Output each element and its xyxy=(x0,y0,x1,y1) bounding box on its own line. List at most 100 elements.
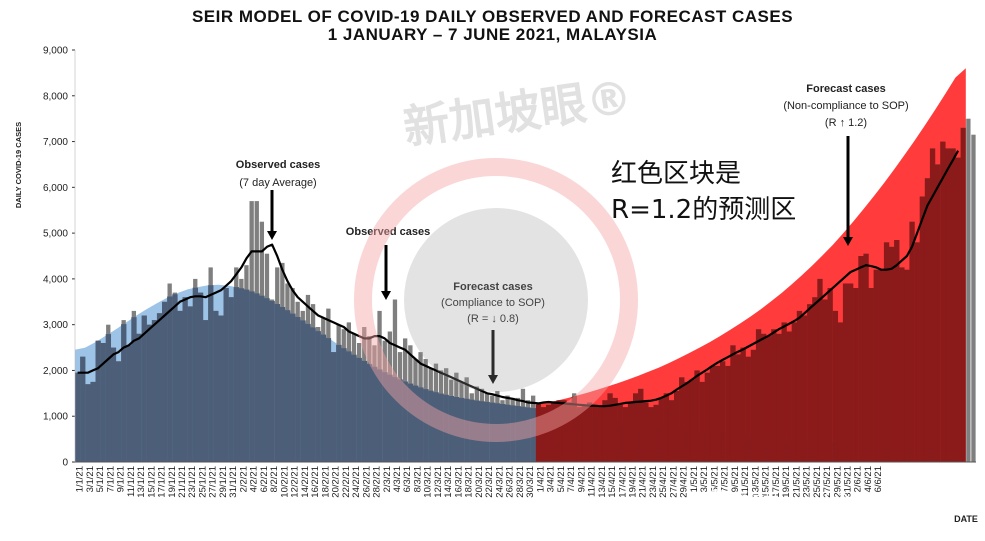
overlap-segment xyxy=(428,390,434,462)
x-tick-label: 11/1/21 xyxy=(126,466,137,497)
overlap-segment xyxy=(341,348,347,462)
overlap-segment-red xyxy=(546,404,552,462)
overlap-segment xyxy=(85,384,91,462)
overlap-segment xyxy=(167,296,173,462)
overlap-segment xyxy=(489,402,496,462)
overlap-segment xyxy=(243,289,250,462)
x-tick-label: 29/5/21 xyxy=(832,466,843,498)
overlap-segment xyxy=(377,369,383,462)
x-tick-label: 31/5/21 xyxy=(843,466,854,498)
overlap-segment xyxy=(233,287,240,462)
average-line xyxy=(77,150,960,408)
overlap-segment xyxy=(172,294,178,462)
x-tick-label: 5/1/21 xyxy=(95,466,106,492)
overlap-segment xyxy=(494,403,501,462)
overlap-segment-red xyxy=(945,148,951,462)
chart-title-line2: 1 JANUARY – 7 JUNE 2021, MALAYSIA xyxy=(327,25,658,44)
y-tick-label: 3,000 xyxy=(43,320,68,331)
x-tick-label: 8/2/21 xyxy=(269,466,280,492)
wechat-watermark: 微信号: kanxinjiapo xyxy=(734,491,875,509)
overlap-segment xyxy=(192,287,199,462)
overlap-segment-red xyxy=(812,297,818,462)
x-tick-label: 9/5/21 xyxy=(730,466,741,492)
overlap-segment-red xyxy=(581,404,588,462)
overlap-segment xyxy=(402,381,408,462)
wechat-icon xyxy=(706,489,728,511)
x-tick-label: 6/2/21 xyxy=(259,466,270,492)
x-tick-label: 19/4/21 xyxy=(628,466,639,498)
x-tick-label: 16/3/21 xyxy=(453,466,464,498)
overlap-segment-red xyxy=(725,365,731,462)
overlap-segment-red xyxy=(699,381,705,462)
overlap-segment xyxy=(259,295,265,462)
overlap-segment-red xyxy=(868,288,874,462)
overlap-segment-red xyxy=(858,256,864,462)
x-tick-label: 2/3/21 xyxy=(382,466,393,492)
annotation-observed-avg-title: Observed cases xyxy=(236,159,320,171)
overlap-segment-red xyxy=(592,404,598,462)
overlap-segment-red xyxy=(602,400,608,462)
x-tick-label: 6/6/21 xyxy=(873,466,884,492)
overlap-segment-red xyxy=(684,381,690,462)
overlap-segment xyxy=(458,397,465,462)
annotation-observed-title: Observed cases xyxy=(346,226,430,238)
overlap-segment xyxy=(218,315,224,462)
overlap-segment-red xyxy=(720,361,726,462)
overlap-segment-red xyxy=(617,404,623,462)
overlap-segment-red xyxy=(863,253,869,462)
arrow-noncompliance-head xyxy=(843,237,853,246)
y-tick-label: 5,000 xyxy=(43,229,68,240)
overlap-segment xyxy=(80,356,86,462)
overlap-segment xyxy=(182,297,188,462)
overlap-segment-red xyxy=(566,402,572,462)
overlap-segment-red xyxy=(730,345,736,462)
overlap-segment-red xyxy=(648,407,654,462)
overlap-segment-red xyxy=(924,178,931,462)
overlap-segment-red xyxy=(714,365,721,462)
y-tick-label: 9,000 xyxy=(43,46,68,57)
x-tick-label: 22/2/21 xyxy=(341,466,352,498)
overlap-segment-red xyxy=(535,402,542,462)
watermark-disc xyxy=(404,208,588,392)
overlap-segment-red xyxy=(894,240,900,462)
overlap-segment xyxy=(392,377,398,462)
x-tick-label: 27/5/21 xyxy=(822,466,833,498)
overlap-segment-red xyxy=(556,400,562,462)
overlap-segment xyxy=(336,344,342,462)
overlap-segment xyxy=(208,285,214,462)
overlap-segment xyxy=(105,334,112,462)
overlap-segment xyxy=(331,352,337,462)
overlap-segment-red xyxy=(571,393,577,462)
y-tick-label: 2,000 xyxy=(43,366,68,377)
x-tick-label: 9/1/21 xyxy=(116,466,127,492)
x-tick-label: 25/4/21 xyxy=(658,466,669,498)
overlap-segment-red xyxy=(904,269,910,462)
overlap-segment-red xyxy=(597,407,603,462)
overlap-segment xyxy=(126,345,132,462)
x-tick-label: 13/4/21 xyxy=(597,466,608,498)
overlap-segment xyxy=(151,320,158,462)
overlap-segment-red xyxy=(776,333,782,462)
x-tick-label: 10/2/21 xyxy=(279,466,290,498)
overlap-segment xyxy=(203,320,209,462)
overlap-segment-red xyxy=(781,322,787,462)
overlap-segment xyxy=(284,310,291,462)
watermark-ring xyxy=(354,158,638,442)
x-tick-label: 5/4/21 xyxy=(556,466,567,492)
x-tick-label: 8/3/21 xyxy=(413,466,424,492)
y-axis-label: DAILY COVID-19 CASES xyxy=(14,122,23,208)
annotation-noncompliance-title: Forecast cases xyxy=(806,83,886,95)
overlap-segment xyxy=(141,315,147,462)
overlap-segment-red xyxy=(755,329,762,462)
overlap-segment-red xyxy=(837,322,844,462)
x-tick-label: 4/3/21 xyxy=(392,466,403,492)
annotation-compliance-title: Forecast cases xyxy=(453,281,533,293)
overlap-segment xyxy=(187,306,193,462)
x-tick-label: 25/1/21 xyxy=(198,466,209,498)
overlap-segment-red xyxy=(878,269,885,462)
x-tick-label: 3/5/21 xyxy=(699,466,710,492)
overlap-segment-red xyxy=(653,404,659,462)
x-tick-label: 1/1/21 xyxy=(75,466,86,492)
x-tick-label: 29/4/21 xyxy=(679,466,690,498)
overlap-segment xyxy=(197,292,204,462)
